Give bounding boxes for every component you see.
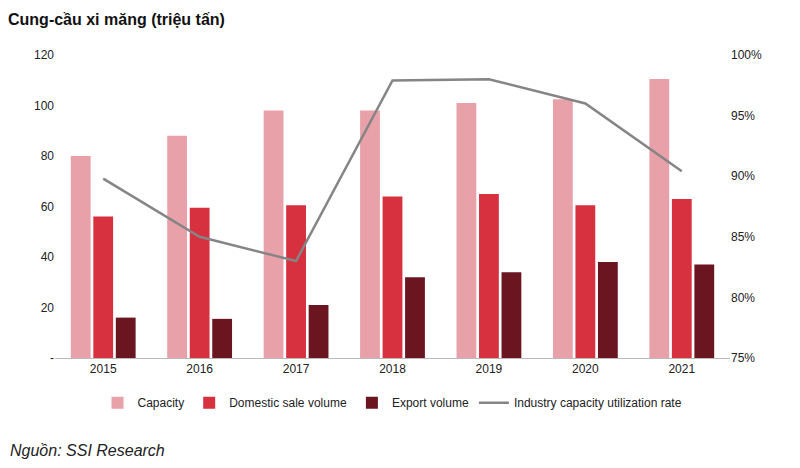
svg-text:2015: 2015 bbox=[90, 362, 117, 376]
svg-text:20: 20 bbox=[41, 301, 55, 315]
svg-text:80%: 80% bbox=[731, 291, 755, 305]
svg-text:2021: 2021 bbox=[668, 362, 695, 376]
svg-text:60: 60 bbox=[41, 200, 55, 214]
svg-text:120: 120 bbox=[34, 48, 54, 62]
svg-text:40: 40 bbox=[41, 250, 55, 264]
svg-text:2020: 2020 bbox=[572, 362, 599, 376]
svg-text:Domestic sale volume: Domestic sale volume bbox=[229, 396, 347, 410]
svg-text:100: 100 bbox=[34, 99, 54, 113]
svg-text:80: 80 bbox=[41, 149, 55, 163]
svg-text:Export volume: Export volume bbox=[392, 396, 469, 410]
svg-text:Industry capacity utilization: Industry capacity utilization rate bbox=[514, 396, 682, 410]
svg-text:2016: 2016 bbox=[186, 362, 213, 376]
svg-text:2019: 2019 bbox=[476, 362, 503, 376]
svg-text:2017: 2017 bbox=[283, 362, 310, 376]
svg-text:75%: 75% bbox=[731, 351, 755, 365]
svg-text:-: - bbox=[50, 351, 54, 365]
svg-text:2018: 2018 bbox=[379, 362, 406, 376]
svg-text:Nguồn: SSI Research: Nguồn: SSI Research bbox=[10, 442, 165, 459]
svg-text:90%: 90% bbox=[731, 169, 755, 183]
svg-text:Cung-cầu xi măng (triệu tấn): Cung-cầu xi măng (triệu tấn) bbox=[8, 11, 225, 28]
svg-text:85%: 85% bbox=[731, 230, 755, 244]
svg-text:Capacity: Capacity bbox=[138, 396, 185, 410]
svg-text:100%: 100% bbox=[731, 48, 762, 62]
svg-text:95%: 95% bbox=[731, 109, 755, 123]
